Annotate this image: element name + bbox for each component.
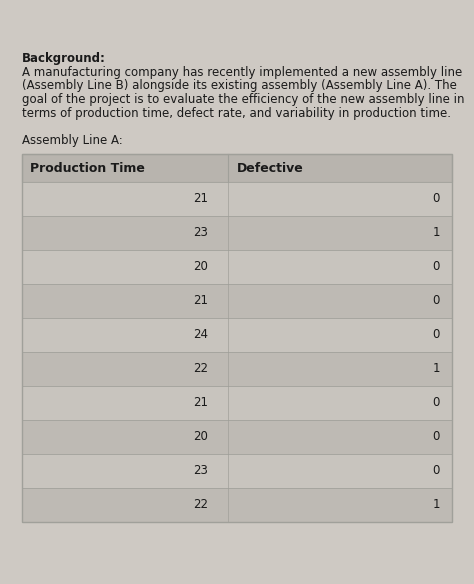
Text: 22: 22	[193, 499, 209, 512]
Text: 23: 23	[193, 227, 209, 239]
Bar	[22, 318, 452, 352]
Text: 0: 0	[433, 430, 440, 443]
Text: 23: 23	[193, 464, 209, 478]
Bar	[22, 386, 452, 420]
Bar	[22, 250, 452, 284]
Text: 21: 21	[193, 397, 209, 409]
Text: 0: 0	[433, 260, 440, 273]
Text: goal of the project is to evaluate the efficiency of the new assembly line in: goal of the project is to evaluate the e…	[22, 93, 465, 106]
Text: 21: 21	[193, 193, 209, 206]
Text: 20: 20	[193, 260, 209, 273]
Bar	[22, 216, 452, 250]
Text: 1: 1	[432, 227, 440, 239]
Text: 21: 21	[193, 294, 209, 308]
Text: Assembly Line A:: Assembly Line A:	[22, 134, 123, 147]
Bar	[22, 352, 452, 386]
Text: 20: 20	[193, 430, 209, 443]
Bar	[22, 154, 452, 522]
Text: A manufacturing company has recently implemented a new assembly line: A manufacturing company has recently imp…	[22, 66, 462, 79]
Text: terms of production time, defect rate, and variability in production time.: terms of production time, defect rate, a…	[22, 106, 451, 120]
Text: Background:: Background:	[22, 52, 106, 65]
Bar	[22, 284, 452, 318]
Text: 22: 22	[193, 363, 209, 376]
Text: 0: 0	[433, 294, 440, 308]
Text: 24: 24	[193, 328, 209, 342]
Bar	[22, 454, 452, 488]
Text: Defective: Defective	[237, 162, 303, 175]
Text: 1: 1	[432, 499, 440, 512]
Bar	[22, 488, 452, 522]
Text: 0: 0	[433, 464, 440, 478]
Text: Production Time: Production Time	[30, 162, 145, 175]
Text: 0: 0	[433, 328, 440, 342]
Text: 0: 0	[433, 397, 440, 409]
Bar	[22, 154, 452, 182]
Bar	[22, 420, 452, 454]
Text: 0: 0	[433, 193, 440, 206]
Bar	[22, 182, 452, 216]
Text: (Assembly Line B) alongside its existing assembly (Assembly Line A). The: (Assembly Line B) alongside its existing…	[22, 79, 457, 92]
Text: 1: 1	[432, 363, 440, 376]
